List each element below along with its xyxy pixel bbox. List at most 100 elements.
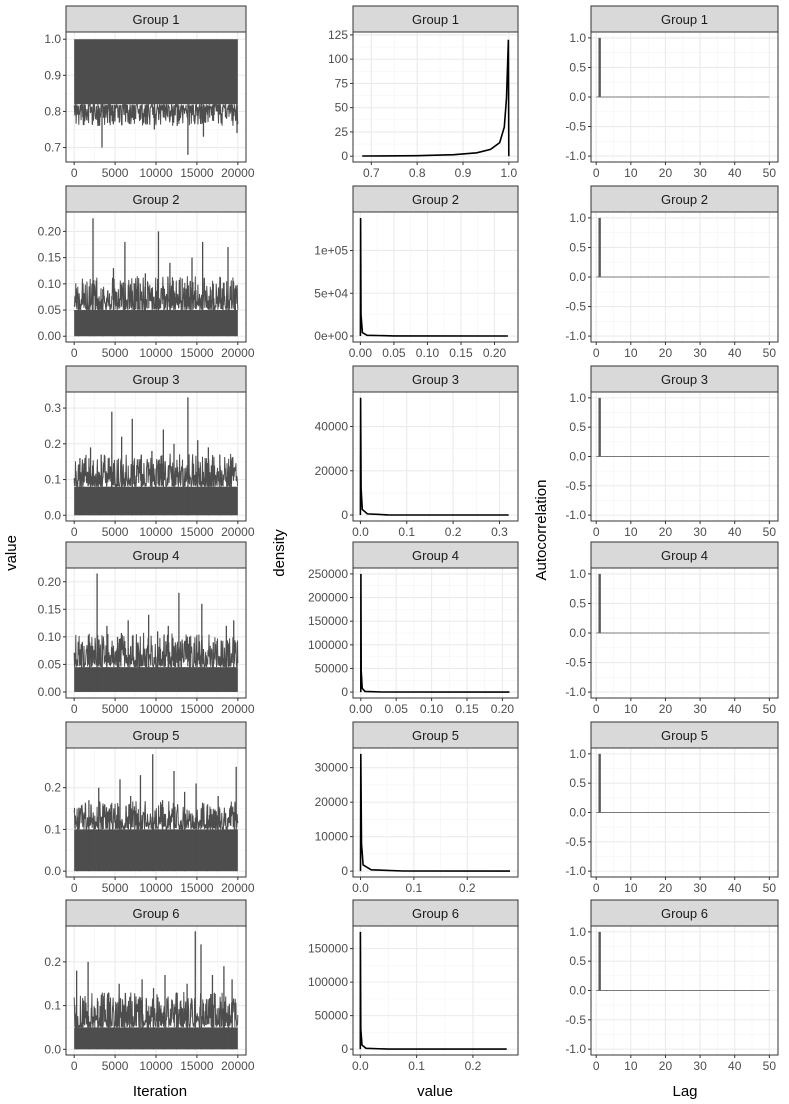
minor-gridlines <box>353 748 518 877</box>
x-tick-label: 0 <box>593 166 600 180</box>
x-tick-label: 0 <box>593 881 600 895</box>
y-tick-label: 0.3 <box>44 401 61 415</box>
x-tick-label: 10 <box>624 702 638 716</box>
acf-panel-group-3: Group 3 0 10 20 30 40 50 -1.0 -0.5 0.0 0.5 1.0 <box>565 365 779 539</box>
acf-panel-group-6: Group 6 0 10 20 30 40 50 -1.0 -0.5 0.0 0.5 1.0 <box>565 899 779 1073</box>
panel-border <box>65 31 247 163</box>
minor-gridlines <box>353 392 518 521</box>
trace-line <box>73 800 239 832</box>
x-tick-label: 50 <box>763 881 777 895</box>
facet-strip-label: Group 4 <box>661 548 708 563</box>
x-tick-label: 0 <box>593 525 600 539</box>
x-tick-label: 5000 <box>102 525 129 539</box>
panel-border <box>590 747 779 878</box>
x-tick-label: 10000 <box>139 881 173 895</box>
x-tick-label: 0.10 <box>420 702 444 716</box>
y-tick-label: 50000 <box>315 1009 349 1023</box>
trace-y-axis-title: value <box>3 535 20 571</box>
x-tick-label: 0 <box>71 346 78 360</box>
panel-border <box>352 925 519 1056</box>
x-tick-label: 10000 <box>139 166 173 180</box>
facet-strip-label: Group 6 <box>133 906 180 921</box>
x-tick-label: 20000 <box>221 1059 255 1073</box>
y-tick-label: 0.0 <box>569 90 586 104</box>
y-tick-label: 0.0 <box>44 508 61 522</box>
y-tick-label: 1.0 <box>569 31 586 45</box>
acf-panel-group-5: Group 5 0 10 20 30 40 50 -1.0 -0.5 0.0 0.5 1.0 <box>565 721 779 895</box>
trace-band <box>74 39 238 105</box>
minor-gridlines <box>353 212 518 342</box>
density-curve <box>359 217 508 337</box>
y-tick-label: 0.05 <box>38 303 62 317</box>
density-panel-group-4: Group 4 0.00 0.05 0.10 0.15 0.20 0 50000 100000 1… <box>308 541 519 716</box>
panel-border <box>590 391 779 522</box>
facet-strip-label: Group 3 <box>412 372 459 387</box>
density-curve <box>359 753 511 872</box>
panel-border <box>352 747 519 878</box>
panel-background <box>353 212 518 342</box>
x-tick-label: 20 <box>659 346 673 360</box>
facet-strip <box>352 541 519 569</box>
acf-y-axis-title: Autocorrelation <box>533 480 550 581</box>
panel-background <box>353 926 518 1055</box>
y-tick-label: 0.10 <box>38 630 62 644</box>
x-tick-label: 0.20 <box>483 346 507 360</box>
facet-strip <box>65 899 247 927</box>
x-tick-label: 0.2 <box>445 525 462 539</box>
x-tick-label: 20000 <box>221 525 255 539</box>
x-tick-label: 0 <box>71 881 78 895</box>
y-tick-label: 0.0 <box>569 984 586 998</box>
x-tick-label: 0.10 <box>416 346 440 360</box>
x-tick-label: 50 <box>763 525 777 539</box>
facet-strip-label: Group 1 <box>661 12 708 27</box>
x-tick-label: 15000 <box>180 346 214 360</box>
panel-border <box>352 391 519 522</box>
panel-border <box>352 31 519 163</box>
trace-band <box>74 1027 238 1050</box>
y-tick-label: 0.2 <box>44 781 61 795</box>
y-tick-label: 0.00 <box>38 685 62 699</box>
facet-strip <box>590 541 779 569</box>
y-tick-label: -1.0 <box>565 508 586 522</box>
y-tick-label: 0 <box>341 149 348 163</box>
density-panel-group-5: Group 5 0.0 0.1 0.2 0 10000 20000 30000 <box>315 721 519 895</box>
x-tick-label: 20 <box>659 166 673 180</box>
x-tick-label: 5000 <box>102 346 129 360</box>
y-tick-label: 0.15 <box>38 251 62 265</box>
facet-strip-label: Group 4 <box>133 548 180 563</box>
density-panel-group-2: Group 2 0.00 0.05 0.10 0.15 0.20 0e+00 5e+04 1e+… <box>314 185 519 360</box>
trace-line <box>73 276 239 312</box>
x-tick-label: 0 <box>71 525 78 539</box>
y-tick-label: 100000 <box>308 638 348 652</box>
x-tick-label: 20000 <box>221 881 255 895</box>
x-tick-label: 0.1 <box>408 1059 425 1073</box>
panel-border <box>352 211 519 343</box>
facet-strip-label: Group 2 <box>412 192 459 207</box>
x-tick-label: 0.7 <box>363 166 380 180</box>
x-tick-label: 15000 <box>180 1059 214 1073</box>
x-tick-label: 10000 <box>139 702 173 716</box>
minor-gridlines <box>353 926 518 1055</box>
x-tick-label: 10 <box>624 166 638 180</box>
x-tick-label: 40 <box>728 1059 742 1073</box>
y-tick-label: 1.0 <box>569 747 586 761</box>
y-tick-label: 0.1 <box>44 999 61 1013</box>
x-tick-label: 30 <box>693 881 707 895</box>
y-tick-label: 1.0 <box>44 32 61 46</box>
facet-strip-label: Group 4 <box>412 548 459 563</box>
y-tick-label: 0.2 <box>44 437 61 451</box>
y-tick-label: 1.0 <box>569 391 586 405</box>
y-tick-label: 0 <box>341 508 348 522</box>
facet-strip-label: Group 5 <box>412 728 459 743</box>
x-tick-label: 20000 <box>221 346 255 360</box>
facet-strip <box>352 365 519 393</box>
y-tick-label: 30000 <box>315 761 349 775</box>
x-tick-label: 0 <box>593 1059 600 1073</box>
y-tick-label: 200000 <box>308 591 348 605</box>
x-tick-label: 0.3 <box>491 525 508 539</box>
facet-strip <box>352 721 519 749</box>
y-tick-label: 0 <box>341 864 348 878</box>
y-tick-label: 0e+00 <box>314 329 348 343</box>
panel-border <box>65 747 247 878</box>
y-tick-label: 250000 <box>308 567 348 581</box>
